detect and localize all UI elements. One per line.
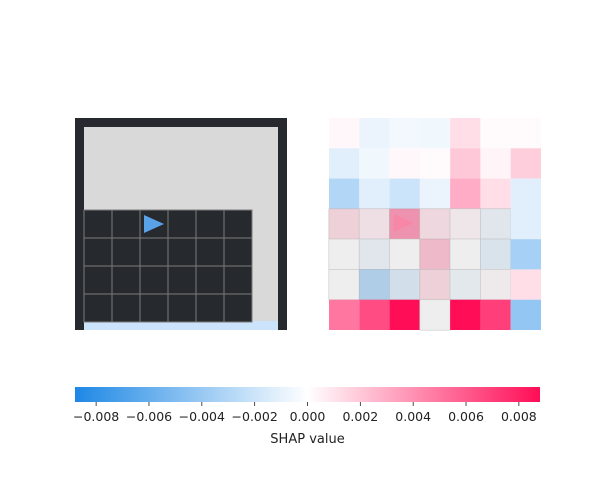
heatmap-cell [389,148,420,179]
colorbar-tick-label: −0.008 [73,409,119,424]
heatmap-cell [510,299,541,330]
heatmap-cell [480,299,511,330]
heatmap-cell [510,239,541,270]
grid-cell [83,237,113,267]
heatmap-cell [480,269,511,300]
colorbar-tick-label: 0.008 [501,409,537,424]
grid-cell [195,265,225,295]
grid-cell [111,209,141,239]
colorbar-label: SHAP value [270,432,344,447]
colorbar-tick-label: −0.004 [179,409,225,424]
heatmap-cell [389,269,420,300]
heatmap-cell [419,208,451,240]
grid-cell [139,293,169,323]
grid-cell [83,209,113,239]
heatmap-cell [510,269,541,300]
heatmap-cell [389,118,420,149]
heatmap-cell [510,148,541,179]
grid-cell [111,265,141,295]
colorbar-gradient [75,387,540,402]
grid-cell [223,237,253,267]
heatmap-cell [450,208,481,240]
heatmap-cell [480,208,511,240]
heatmap-cell [419,269,451,300]
heatmap-cell [419,118,451,149]
shap-heatmap [328,118,541,331]
grid-cell [83,265,113,295]
observation-image [75,118,287,330]
heatmap-cell [510,178,541,209]
heatmap-cell [510,208,541,240]
colorbar-tick-label: 0.000 [290,409,326,424]
heatmap-cell [359,208,390,240]
heatmap-cell [359,269,390,300]
grid-cell [167,265,197,295]
heatmap-cell [359,118,390,149]
heatmap-cell [450,118,481,149]
grid-cell [139,265,169,295]
heatmap-cell [419,148,451,179]
heatmap-cell [450,299,481,330]
heatmap-cell [450,178,481,209]
heatmap-cell [389,178,420,209]
grid-cell [223,209,253,239]
heatmap-cell [480,239,511,270]
heatmap-cell [480,148,511,179]
goal-strip [84,321,278,330]
grid-cell [195,209,225,239]
grid-cell [195,293,225,323]
heatmap-cell [480,118,511,149]
heatmap-cell [450,239,481,270]
heatmap-cell [419,178,451,209]
agent-arrow-icon [144,215,164,233]
grid-cell [167,237,197,267]
heatmap-cell [359,178,390,209]
colorbar-tick-label: 0.002 [342,409,378,424]
heatmap-cell [359,299,390,330]
heatmap-cell [329,118,360,149]
grid-cell [167,209,197,239]
grid-cell [223,265,253,295]
colorbar-tick-label: 0.006 [448,409,484,424]
heatmap-cell [329,148,360,179]
heatmap-cell [329,239,360,270]
heatmap-cell [419,299,451,330]
heatmap-cell [359,148,390,179]
heatmap-cell [480,178,511,209]
grid-cell [223,293,253,323]
grid-cell [111,293,141,323]
grid-cell [111,237,141,267]
heatmap-cell [329,208,360,240]
grid-cell [83,293,113,323]
heatmap-cell [329,178,360,209]
agent-overlay-icon [393,213,414,232]
heatmap-cell [389,239,420,270]
heatmap-cell [359,239,390,270]
heatmap-cell [329,299,360,330]
heatmap-cell [450,269,481,300]
grid-cell [167,293,197,323]
colorbar-tick-label: 0.004 [395,409,431,424]
colorbar: −0.008 −0.006 −0.004 −0.002 0.000 0.002 0.004 0… [73,387,540,447]
colorbar-tick-label: −0.006 [126,409,172,424]
heatmap-cell [329,269,360,300]
grid-cell [195,237,225,267]
colorbar-tick-label: −0.002 [232,409,278,424]
heatmap-cell [389,299,420,330]
grid-cell [139,237,169,267]
heatmap-cell [450,148,481,179]
heatmap-cell [419,239,451,270]
heatmap-cell [510,118,541,149]
